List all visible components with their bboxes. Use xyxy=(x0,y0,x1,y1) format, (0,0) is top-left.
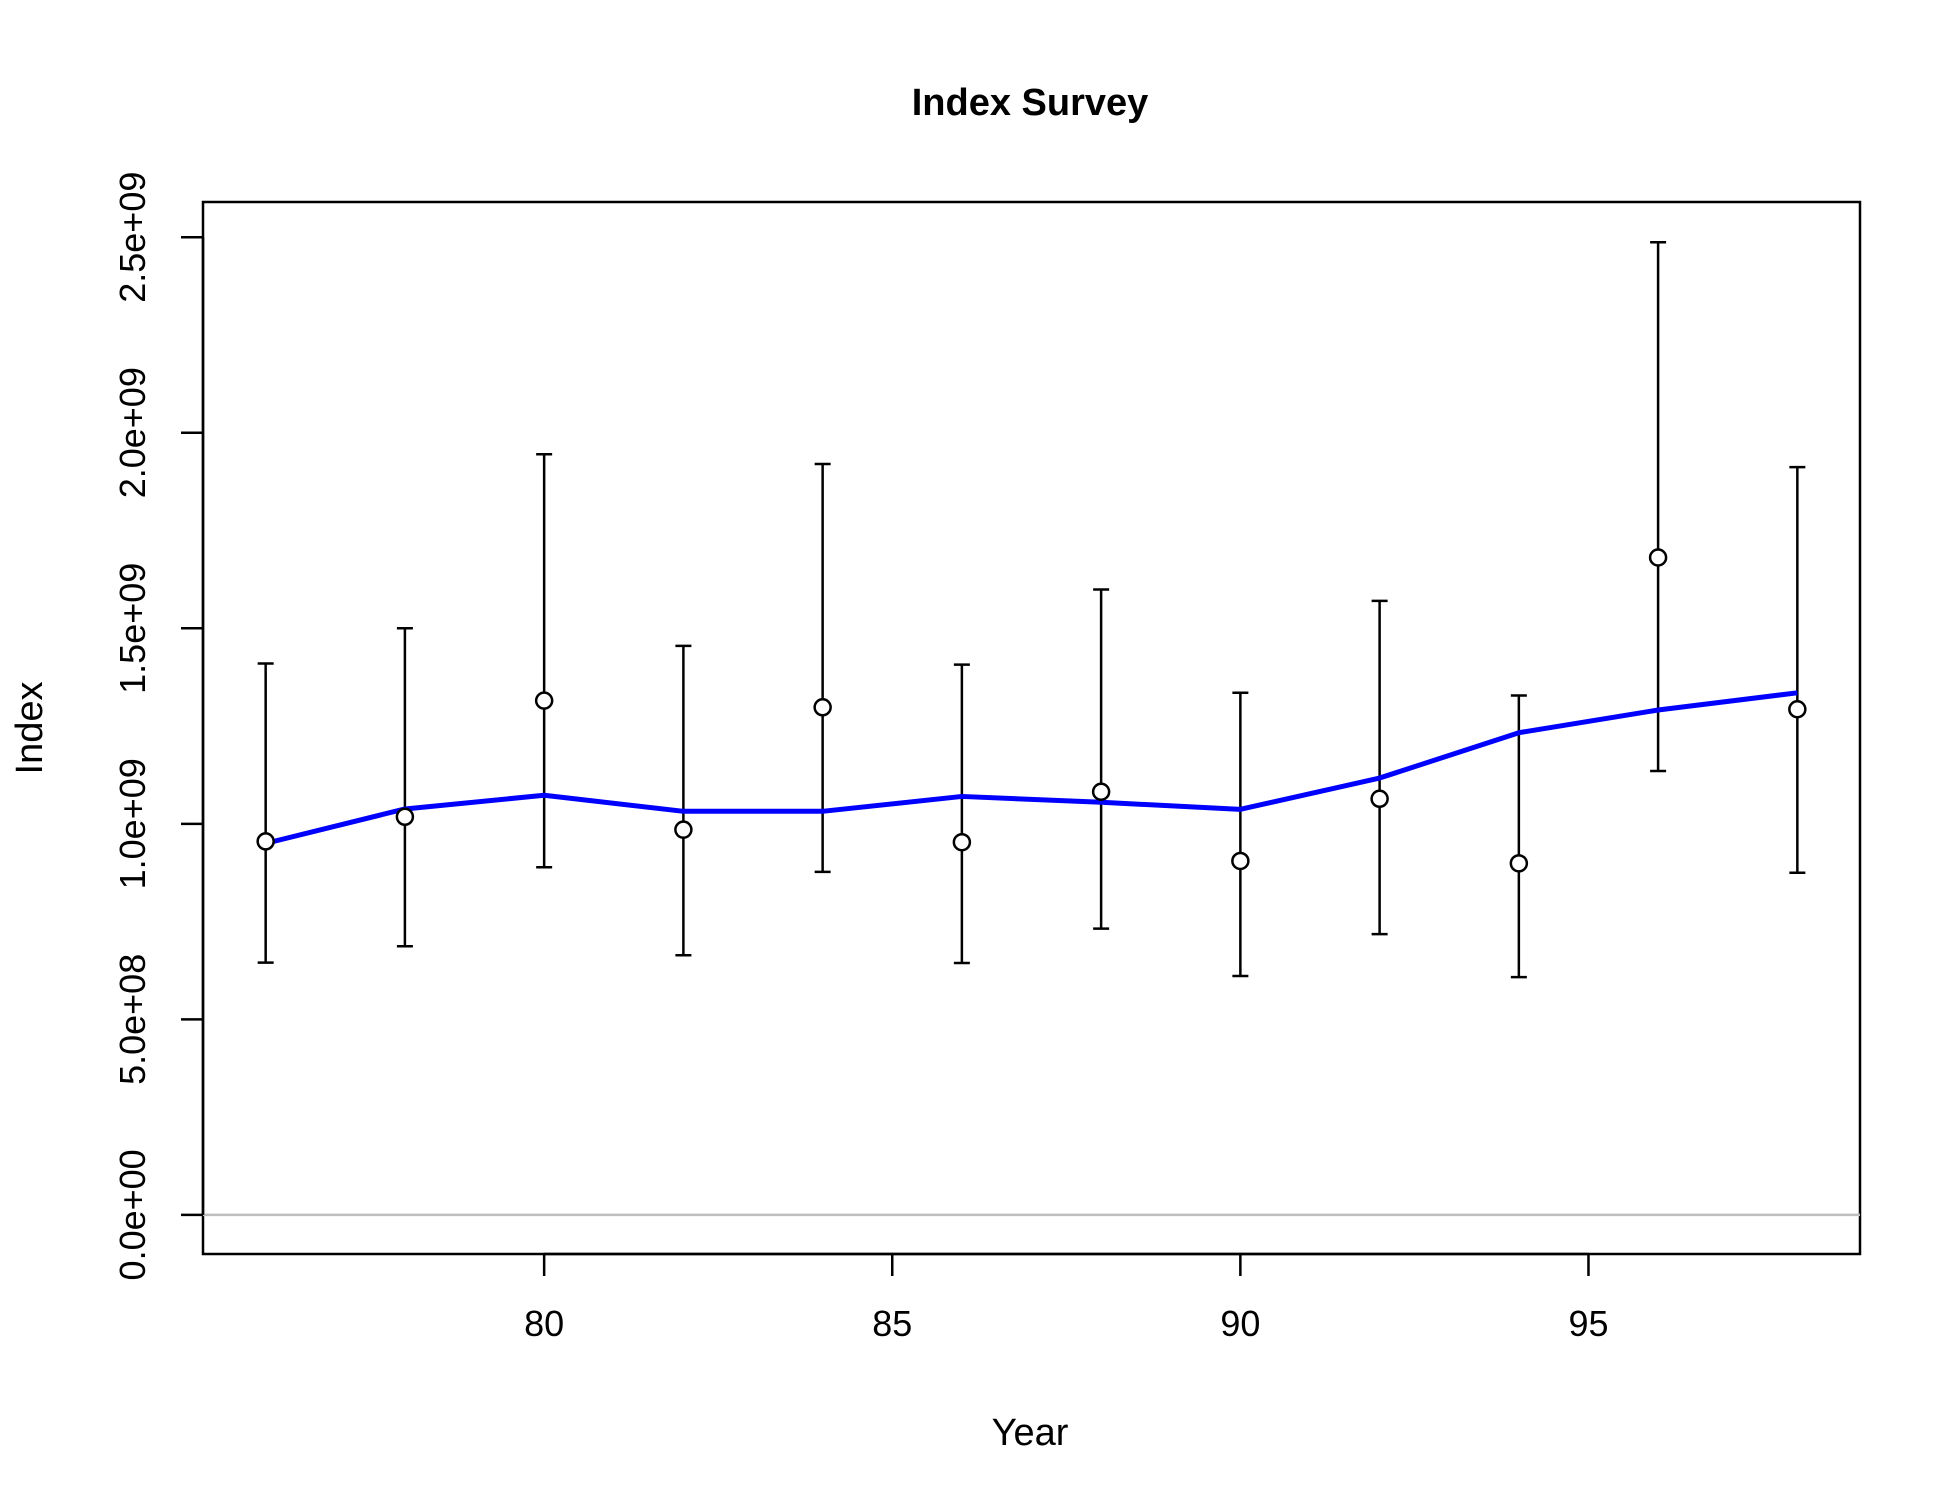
data-point xyxy=(395,807,415,827)
data-point xyxy=(1509,854,1529,873)
observed-points xyxy=(256,548,1807,873)
data-point xyxy=(1648,548,1668,567)
data-point xyxy=(813,698,832,717)
x-axis-label: Year xyxy=(992,1412,1069,1454)
y-tick-label: 1.0e+09 xyxy=(112,758,153,889)
fitted-line xyxy=(265,690,1798,846)
x-tick-label: 80 xyxy=(524,1303,564,1344)
x-tick-label: 85 xyxy=(872,1303,912,1344)
y-tick-label: 5.0e+08 xyxy=(112,954,153,1085)
y-axis-label: Index xyxy=(9,682,51,775)
x-axis: 80 85 90 95 xyxy=(524,1252,1608,1344)
y-tick-label: 2.0e+09 xyxy=(112,367,153,498)
data-point xyxy=(674,820,693,839)
data-point xyxy=(1231,851,1250,871)
y-tick-label: 0.0e+00 xyxy=(112,1149,153,1280)
y-tick-label: 2.5e+09 xyxy=(112,172,153,303)
y-tick-label: 1.5e+09 xyxy=(112,563,153,694)
data-point xyxy=(952,832,972,852)
y-axis: 0.0e+00 5.0e+08 1.0e+09 1.5e+09 2.0e+09 2.5e+… xyxy=(112,172,205,1280)
x-tick-label: 95 xyxy=(1568,1303,1608,1344)
error-bars xyxy=(257,241,1806,979)
x-tick-label: 90 xyxy=(1220,1303,1260,1344)
data-point xyxy=(256,832,275,851)
data-point xyxy=(1091,782,1111,801)
chart-title: Index Survey xyxy=(912,82,1149,124)
data-point xyxy=(534,691,554,710)
plot-frame xyxy=(201,200,1862,1256)
data-point xyxy=(1370,789,1389,809)
data-point xyxy=(1788,699,1807,719)
